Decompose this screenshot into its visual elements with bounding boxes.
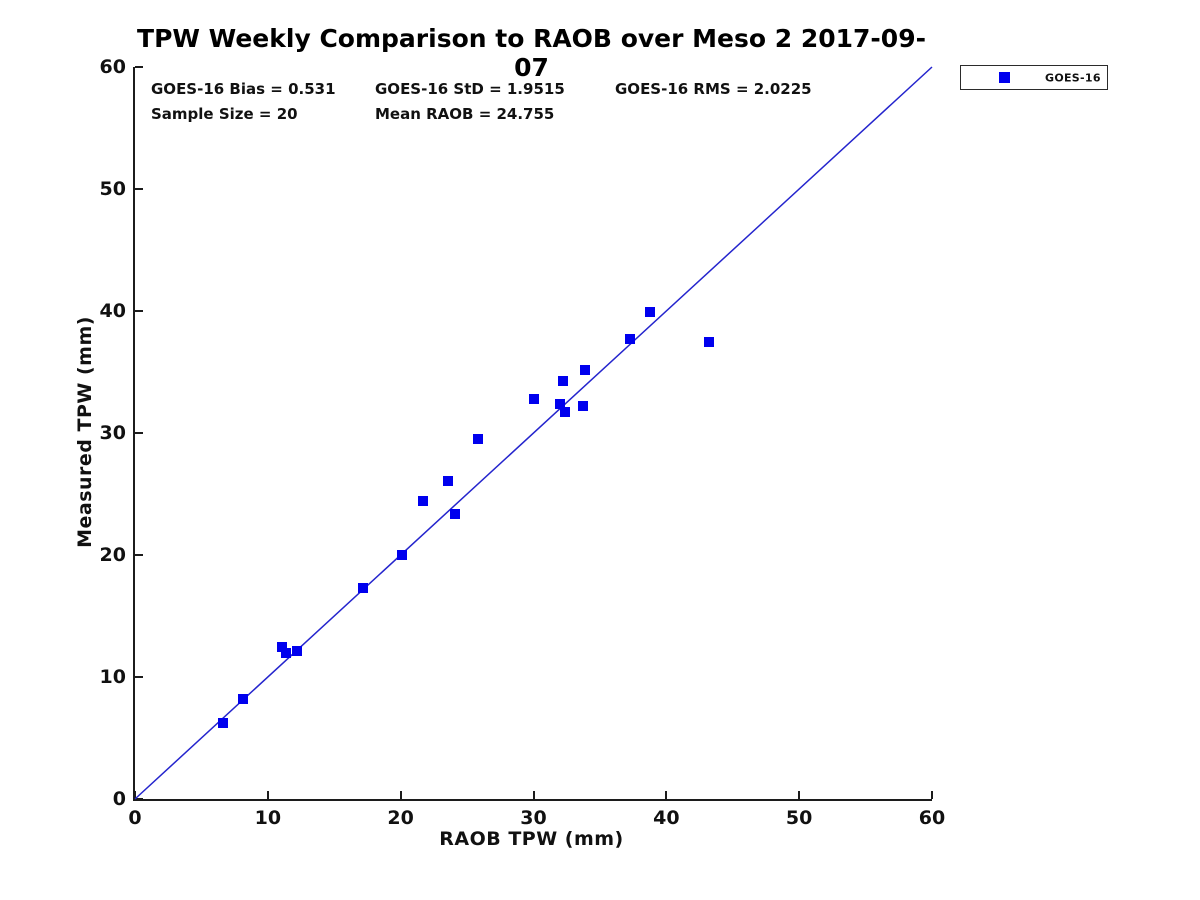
y-tick-label: 60 xyxy=(99,56,126,78)
scatter-point xyxy=(237,693,248,704)
y-tick-label: 50 xyxy=(99,178,126,200)
y-tick-label: 30 xyxy=(99,422,126,444)
x-tick-mark xyxy=(931,791,933,799)
legend-marker-square-icon xyxy=(999,72,1010,83)
scatter-point xyxy=(557,375,568,386)
scatter-point xyxy=(450,508,461,519)
chart-title: TPW Weekly Comparison to RAOB over Meso … xyxy=(137,24,926,82)
legend: GOES-16 xyxy=(960,65,1108,90)
x-tick-label: 10 xyxy=(254,807,282,829)
y-tick-label: 10 xyxy=(99,666,126,688)
one-to-one-reference-line xyxy=(134,66,933,800)
stat-sample-size: Sample Size = 20 xyxy=(151,105,298,123)
stat-bias: GOES-16 Bias = 0.531 xyxy=(151,80,336,98)
y-tick-mark xyxy=(135,66,143,68)
scatter-point xyxy=(358,582,369,593)
scatter-point xyxy=(280,647,291,658)
scatter-point xyxy=(418,496,429,507)
x-tick-mark xyxy=(134,791,136,799)
stat-rms: GOES-16 RMS = 2.0225 xyxy=(615,80,812,98)
y-tick-mark xyxy=(135,676,143,678)
y-tick-mark xyxy=(135,554,143,556)
x-tick-label: 50 xyxy=(785,807,813,829)
plot-area: GOES-16 Bias = 0.531 GOES-16 StD = 1.951… xyxy=(100,56,946,829)
x-tick-label: 60 xyxy=(918,807,946,829)
scatter-point xyxy=(560,407,571,418)
stat-std: GOES-16 StD = 1.9515 xyxy=(375,80,565,98)
stat-mean-raob: Mean RAOB = 24.755 xyxy=(375,105,555,123)
scatter-point xyxy=(443,475,454,486)
scatter-point xyxy=(645,307,656,318)
y-axis-label: Measured TPW (mm) xyxy=(74,316,96,548)
y-tick-label: 40 xyxy=(99,300,126,322)
x-tick-label: 0 xyxy=(128,807,142,829)
y-tick-mark xyxy=(135,432,143,434)
scatter-point xyxy=(703,336,714,347)
y-tick-mark xyxy=(135,798,143,800)
x-tick-mark xyxy=(399,791,402,799)
scatter-point xyxy=(396,550,407,560)
x-tick-mark xyxy=(798,791,801,799)
x-tick-label: 30 xyxy=(520,807,547,829)
x-tick-label: 20 xyxy=(387,807,414,829)
y-tick-mark xyxy=(135,310,143,312)
scatter-point xyxy=(472,434,483,445)
x-tick-label: 40 xyxy=(653,807,680,829)
y-tick-mark xyxy=(135,188,143,190)
scatter-point xyxy=(292,646,303,657)
scatter-point xyxy=(277,641,288,652)
x-tick-mark xyxy=(266,791,269,799)
x-axis-label: RAOB TPW (mm) xyxy=(439,828,624,850)
scatter-point xyxy=(577,401,588,412)
x-tick-mark xyxy=(665,791,668,799)
scatter-point xyxy=(555,398,566,409)
legend-label: GOES-16 xyxy=(1045,71,1101,84)
scatter-point xyxy=(528,393,539,404)
scatter-point xyxy=(625,334,636,345)
scatter-point xyxy=(580,364,591,375)
y-tick-label: 20 xyxy=(99,544,126,566)
scatter-point xyxy=(217,718,228,729)
x-tick-mark xyxy=(532,791,535,799)
y-tick-label: 0 xyxy=(112,788,126,810)
